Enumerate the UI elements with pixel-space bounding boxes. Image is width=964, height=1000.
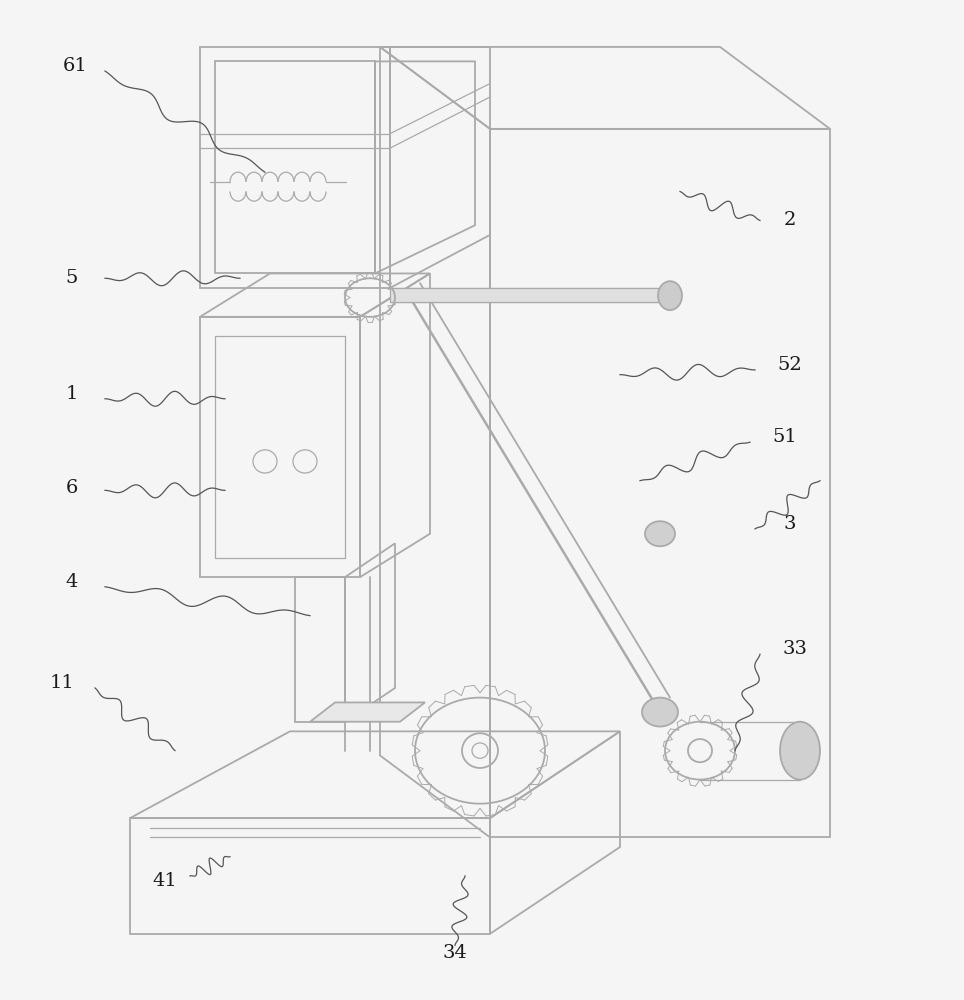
Text: 52: 52 <box>778 356 802 374</box>
Polygon shape <box>310 702 425 722</box>
Text: 6: 6 <box>66 479 78 497</box>
Text: 34: 34 <box>442 944 468 962</box>
Polygon shape <box>390 288 660 302</box>
Ellipse shape <box>780 722 820 780</box>
Text: 33: 33 <box>783 640 808 658</box>
Ellipse shape <box>642 698 678 727</box>
Text: 5: 5 <box>66 269 78 287</box>
Text: 4: 4 <box>66 573 78 591</box>
Ellipse shape <box>645 521 675 546</box>
Text: 1: 1 <box>66 385 78 403</box>
Text: 51: 51 <box>772 428 797 446</box>
Text: 61: 61 <box>63 57 88 75</box>
Text: 41: 41 <box>152 872 177 890</box>
Ellipse shape <box>658 281 682 310</box>
Text: 11: 11 <box>49 674 74 692</box>
Text: 3: 3 <box>784 515 796 533</box>
Text: 2: 2 <box>784 211 796 229</box>
